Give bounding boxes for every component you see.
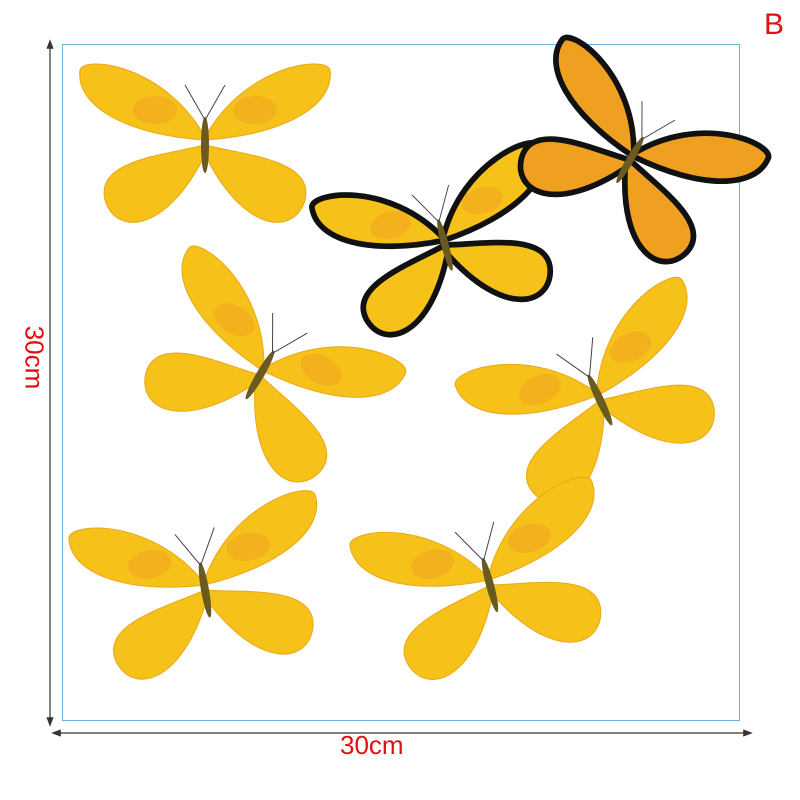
butterflies (68, 34, 772, 680)
butterfly-yellow (144, 245, 407, 483)
butterfly-yellow (79, 63, 331, 223)
butterfly-black-edged-orange (517, 34, 772, 265)
butterfly-yellow (454, 277, 715, 504)
butterfly-yellow (349, 476, 602, 680)
width-label: 30cm (340, 730, 404, 760)
sticker-sheet-border (62, 44, 740, 721)
butterfly-yellow (68, 490, 318, 680)
variant-label: B (764, 8, 785, 41)
height-label: 30cm (19, 325, 50, 390)
